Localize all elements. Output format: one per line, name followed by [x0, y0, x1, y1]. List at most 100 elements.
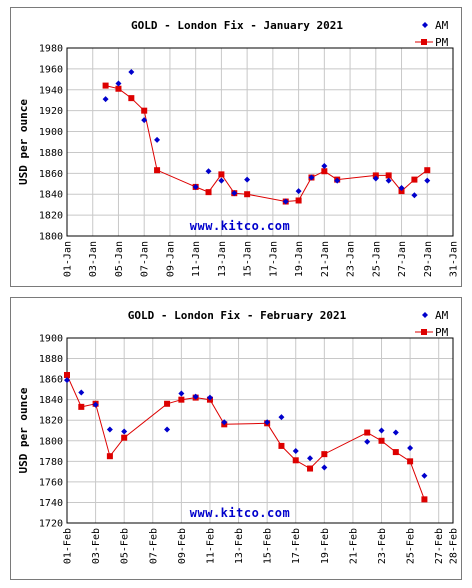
pm-point	[364, 429, 371, 436]
y-tick-label: 1820	[39, 211, 63, 222]
x-tick-label: 01-Jan	[63, 241, 74, 277]
y-tick-label: 1940	[39, 85, 63, 96]
am-point	[221, 419, 228, 426]
x-tick-label: 27-Jan	[397, 241, 408, 277]
pm-point	[115, 85, 122, 92]
pm-point	[244, 191, 251, 198]
am-point	[282, 198, 289, 205]
y-tick-label: 1900	[39, 127, 63, 138]
x-tick-label: 03-Jan	[88, 241, 99, 277]
x-tick-label: 07-Jan	[140, 241, 151, 277]
am-point	[407, 444, 414, 451]
pm-point	[295, 197, 302, 204]
pm-point	[205, 189, 212, 196]
am-point	[231, 190, 238, 197]
pm-point	[372, 172, 379, 179]
am-point	[364, 438, 371, 445]
am-point	[192, 183, 199, 190]
chart-panel-february: GOLD - London Fix - February 2021 AM PM 172…	[10, 297, 462, 580]
pm-point	[218, 171, 225, 178]
am-point	[178, 390, 185, 397]
pm-point	[128, 95, 135, 102]
pm-point	[424, 167, 431, 174]
x-tick-label: 15-Jan	[243, 241, 254, 277]
pm-point	[278, 442, 285, 449]
chart-title: GOLD - London Fix - January 2021	[131, 19, 343, 32]
pm-series-line	[105, 85, 428, 203]
x-tick-label: 03-Feb	[91, 528, 102, 564]
watermark: www.kitco.com	[190, 506, 290, 520]
am-point	[385, 177, 392, 184]
am-point	[292, 448, 299, 455]
am-point	[102, 96, 109, 103]
pm-point	[392, 449, 399, 456]
legend-am-marker	[422, 22, 428, 28]
y-tick-label: 1900	[39, 334, 63, 345]
am-point	[421, 472, 428, 479]
pm-point	[106, 453, 113, 460]
x-tick-label: 11-Jan	[191, 241, 202, 277]
x-tick-label: 09-Jan	[165, 241, 176, 277]
legend-am-label: AM	[435, 19, 449, 32]
pm-series-line	[66, 374, 425, 500]
legend: AM PM	[415, 19, 449, 49]
am-point	[278, 414, 285, 421]
y-tick-label: 1880	[39, 148, 63, 159]
y-tick-label: 1780	[39, 457, 63, 468]
am-point	[128, 69, 135, 76]
pm-point	[307, 465, 314, 472]
am-point	[206, 394, 213, 401]
y-axis-label: USD per ounce	[17, 99, 30, 185]
chart-panel-january: GOLD - London Fix - January 2021 AM PM 1800…	[10, 7, 462, 287]
x-tick-label: 05-Feb	[120, 528, 131, 564]
x-tick-label: 09-Feb	[177, 528, 188, 564]
plot-frame	[66, 47, 454, 237]
y-tick-label: 1920	[39, 106, 63, 117]
am-point	[64, 377, 70, 384]
x-tick-label: 25-Jan	[371, 241, 382, 277]
pm-point	[398, 188, 405, 195]
am-point	[92, 401, 99, 408]
pm-point	[164, 400, 171, 407]
chart-january: GOLD - London Fix - January 2021 AM PM 1800…	[17, 19, 460, 277]
pm-point	[385, 172, 392, 179]
x-tick-label: 11-Feb	[205, 528, 216, 564]
legend: AM PM	[415, 309, 449, 339]
y-tick-label: 1860	[39, 169, 63, 180]
pm-point	[421, 496, 428, 503]
pm-point	[411, 176, 418, 183]
pm-point	[407, 458, 414, 465]
x-tick-label: 31-Jan	[449, 241, 460, 277]
legend-pm-marker	[421, 39, 427, 45]
chart-february: GOLD - London Fix - February 2021 AM PM 172…	[17, 309, 460, 564]
x-tick-label: 21-Jan	[320, 241, 331, 277]
x-tick-label: 13-Feb	[234, 528, 245, 564]
am-point	[308, 174, 315, 181]
pm-point	[154, 167, 161, 174]
x-tick-label: 29-Jan	[423, 241, 434, 277]
x-tick-label: 19-Jan	[294, 241, 305, 277]
pm-point	[121, 434, 128, 441]
am-point	[372, 175, 379, 182]
x-tick-label: 13-Jan	[217, 241, 228, 277]
pm-point	[292, 457, 299, 464]
x-tick-label: 28-Feb	[449, 528, 460, 564]
y-tick-label: 1800	[39, 436, 63, 447]
am-point	[141, 117, 148, 124]
x-tick-label: 19-Feb	[320, 528, 331, 564]
am-point	[307, 455, 314, 462]
y-tick-label: 1980	[39, 44, 63, 55]
am-point	[378, 427, 385, 434]
legend-pm-marker	[421, 329, 427, 335]
pm-point	[102, 82, 109, 89]
pm-point	[64, 372, 70, 378]
x-tick-label: 17-Feb	[291, 528, 302, 564]
legend-am-marker	[422, 312, 428, 318]
x-tick-label: 05-Jan	[114, 241, 125, 277]
y-tick-label: 1760	[39, 477, 63, 488]
y-tick-label: 1880	[39, 354, 63, 365]
x-tick-label: 27-Feb	[434, 528, 445, 564]
x-tick-label: 23-Feb	[377, 528, 388, 564]
am-point	[295, 188, 302, 195]
watermark: www.kitco.com	[190, 219, 290, 233]
